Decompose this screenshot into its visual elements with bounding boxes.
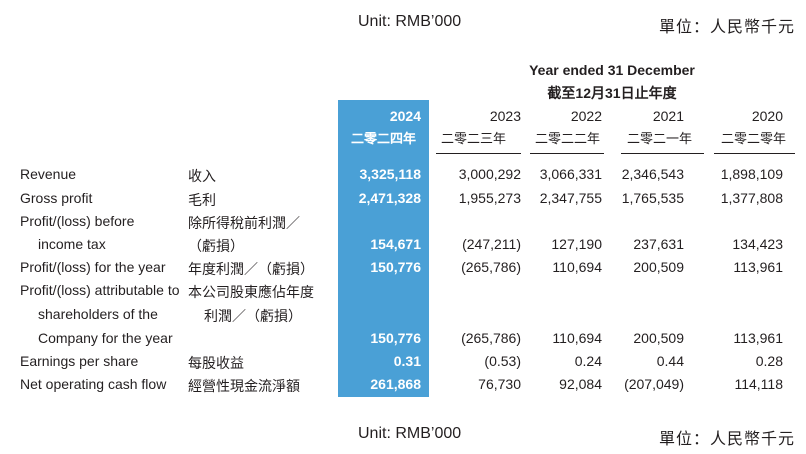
period-title-zh: 截至12月31日止年度: [547, 85, 677, 101]
year-header-zh-2024: 二零二四年: [350, 131, 416, 146]
cell-eps-2020: 0.28: [755, 353, 783, 369]
year-header-2023: 2023: [489, 108, 521, 124]
row-label-ocf: Net operating cash flow: [20, 376, 167, 392]
cell-eps-2024: 0.31: [393, 353, 421, 369]
cell-ocf-2022: 92,084: [559, 376, 602, 392]
cell-pbt-2023: (247,211): [462, 236, 521, 252]
cell-attrib-2020: 113,961: [733, 330, 783, 346]
row-label-zh-pbt-line1: 除所得稅前利潤／: [188, 215, 300, 231]
cell-profit-year-2021: 200,509: [633, 259, 684, 275]
row-label-zh-revenue: 收入: [188, 168, 216, 184]
row-label-gross-profit: Gross profit: [20, 190, 93, 206]
year-underline-2022: [530, 153, 604, 154]
cell-revenue-2022: 3,066,331: [539, 166, 602, 182]
cell-gross-profit-2022: 2,347,755: [539, 190, 602, 206]
cell-pbt-2021: 237,631: [633, 236, 684, 252]
highlight-column-2024: [338, 100, 429, 397]
row-label-zh-attrib-line2: 利潤／（虧損）: [204, 308, 302, 324]
year-header-2022: 2022: [570, 108, 602, 124]
row-label-pbt-line2: income tax: [38, 236, 106, 252]
row-label-zh-profit-year: 年度利潤／（虧損）: [188, 261, 314, 277]
row-label-zh-attrib-line1: 本公司股東應佔年度: [188, 284, 314, 300]
row-label-attrib-line1: Profit/(loss) attributable to: [20, 282, 180, 298]
row-label-attrib-line3: Company for the year: [38, 330, 173, 346]
row-label-eps: Earnings per share: [20, 353, 139, 369]
cell-pbt-2024: 154,671: [370, 236, 421, 252]
cell-revenue-2021: 2,346,543: [621, 166, 684, 182]
row-label-profit-year: Profit/(loss) for the year: [20, 259, 166, 275]
row-label-pbt-line1: Profit/(loss) before: [20, 213, 135, 229]
cell-revenue-2024: 3,325,118: [359, 166, 421, 182]
cell-eps-2022: 0.24: [574, 353, 602, 369]
cell-pbt-2022: 127,190: [551, 236, 602, 252]
cell-gross-profit-2020: 1,377,808: [720, 190, 783, 206]
year-header-zh-2020: 二零二零年: [720, 131, 786, 146]
cell-attrib-2023: (265,786): [461, 330, 521, 346]
cell-eps-2023: (0.53): [484, 353, 521, 369]
cell-attrib-2021: 200,509: [633, 330, 684, 346]
cell-attrib-2024: 150,776: [370, 330, 421, 346]
year-underline-2023: [436, 153, 521, 154]
cell-gross-profit-2023: 1,955,273: [458, 190, 521, 206]
cell-profit-year-2024: 150,776: [370, 259, 421, 275]
year-header-zh-2023: 二零二三年: [440, 131, 506, 146]
cell-revenue-2020: 1,898,109: [720, 166, 783, 182]
cell-ocf-2021: (207,049): [624, 376, 684, 392]
cell-ocf-2024: 261,868: [370, 376, 421, 392]
cell-eps-2021: 0.44: [656, 353, 684, 369]
unit-label-bottom: Unit: RMB’000: [358, 425, 462, 442]
row-label-revenue: Revenue: [20, 166, 77, 182]
row-label-zh-ocf: 經營性現金流淨額: [188, 378, 300, 394]
unit-label-zh-top: 單位：人民幣千元: [658, 19, 795, 36]
year-header-zh-2022: 二零二二年: [534, 131, 600, 146]
period-title-en: Year ended 31 December: [529, 62, 695, 78]
row-label-zh-gross-profit: 毛利: [188, 192, 216, 208]
cell-profit-year-2022: 110,694: [552, 259, 602, 275]
year-header-2020: 2020: [751, 108, 783, 124]
year-underline-2020: [714, 153, 795, 154]
cell-profit-year-2023: (265,786): [461, 259, 521, 275]
year-header-2024: 2024: [389, 108, 421, 124]
cell-revenue-2023: 3,000,292: [458, 166, 521, 182]
year-header-2021: 2021: [652, 108, 684, 124]
row-label-attrib-line2: shareholders of the: [38, 306, 158, 322]
cell-gross-profit-2024: 2,471,328: [358, 190, 421, 206]
cell-pbt-2020: 134,423: [732, 236, 783, 252]
year-underline-2021: [621, 153, 704, 154]
cell-ocf-2023: 76,730: [478, 376, 521, 392]
unit-label-zh-bottom: 單位：人民幣千元: [658, 431, 795, 448]
row-label-zh-eps: 每股收益: [188, 355, 244, 371]
cell-gross-profit-2021: 1,765,535: [621, 190, 684, 206]
cell-attrib-2022: 110,694: [552, 330, 602, 346]
cell-ocf-2020: 114,118: [734, 376, 783, 392]
row-label-zh-pbt-line2: （虧損）: [188, 238, 244, 254]
unit-label-top: Unit: RMB’000: [358, 13, 462, 30]
year-header-zh-2021: 二零二一年: [626, 131, 692, 146]
cell-profit-year-2020: 113,961: [733, 259, 783, 275]
